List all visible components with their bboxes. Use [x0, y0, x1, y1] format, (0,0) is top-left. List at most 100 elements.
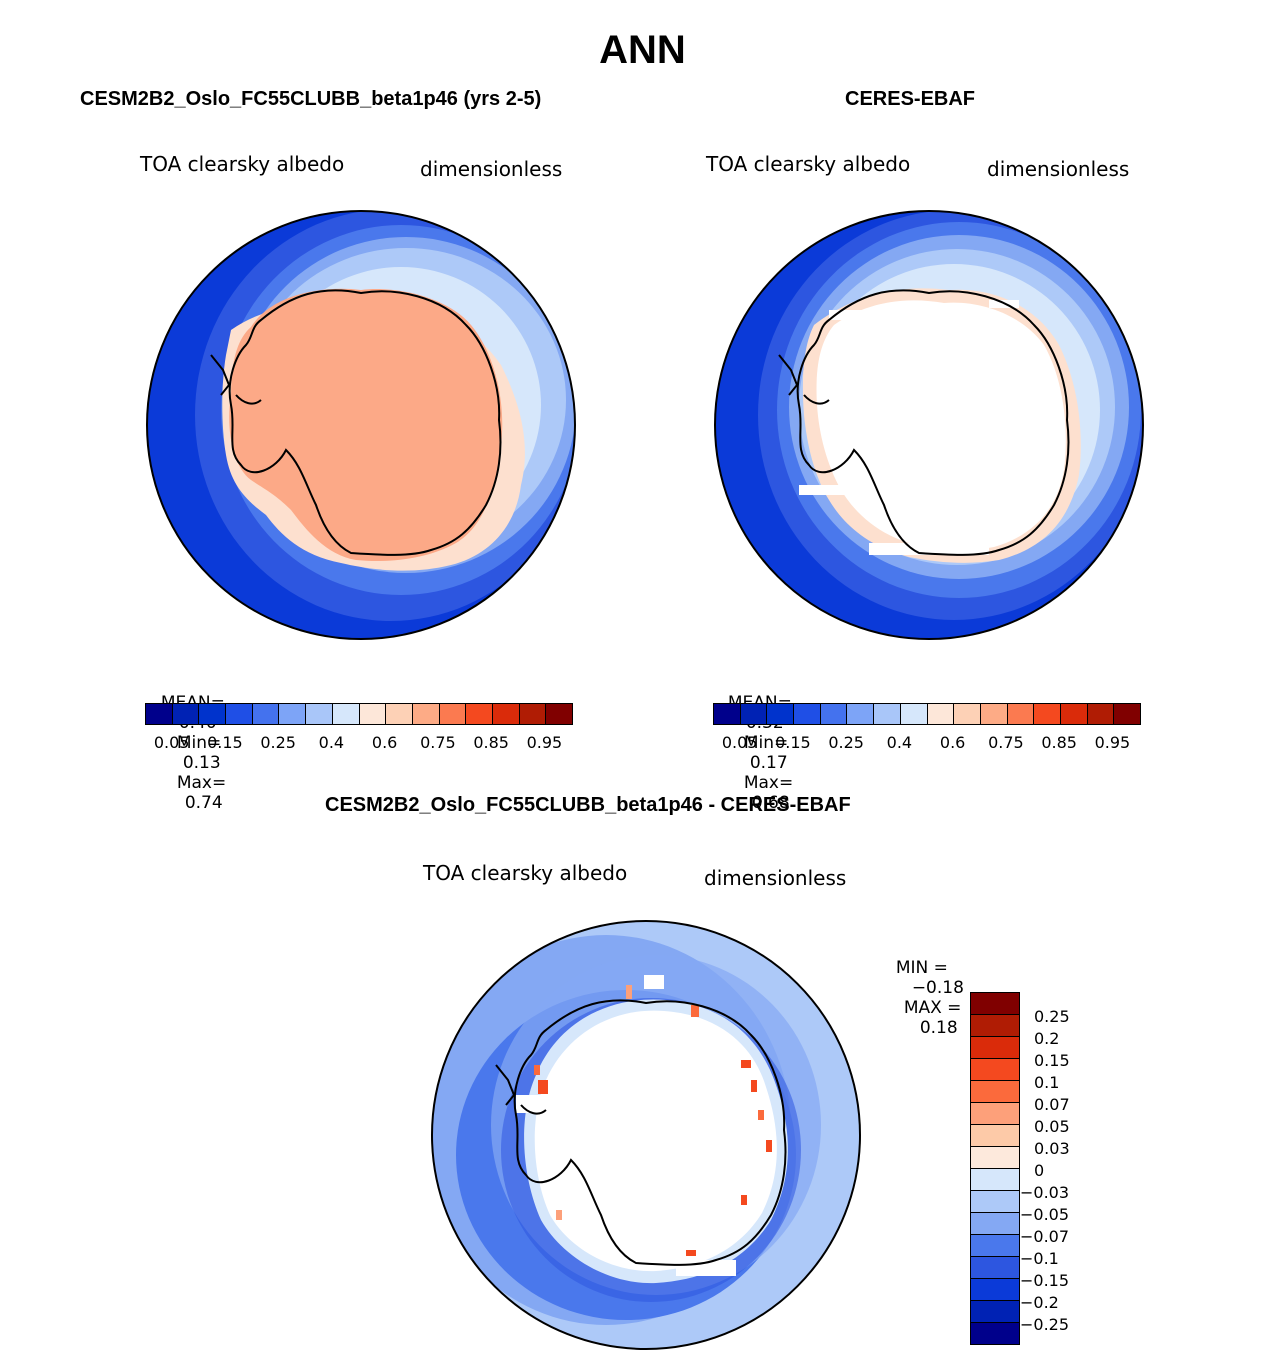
model-map-border — [146, 210, 576, 640]
obs-colorbar-tick-label: 0.4 — [886, 733, 913, 752]
model-colorbar-tick-label: 0.6 — [371, 733, 398, 752]
obs-units-label: dimensionless — [987, 157, 1130, 181]
model-colorbar-tick-label: 0.95 — [526, 733, 563, 752]
obs-colorbar-tick-label: 0.75 — [988, 733, 1024, 752]
obs-colorbar-tick-label: 0.95 — [1094, 733, 1131, 752]
obs-colorbar-swatch — [927, 704, 955, 724]
obs-colorbar-tick-label: 0.05 — [721, 733, 758, 752]
model-colorbar-swatch — [279, 704, 307, 724]
obs-colorbar-swatch — [1007, 704, 1035, 724]
diff-colorbar-ticks: 0.25 0.2 0.15 0.1 0.07 0.05 0.03 0 −0.03 −0.05 −0.… — [1020, 992, 1146, 1352]
diff-colorbar-swatch — [971, 1235, 1019, 1257]
diff-colorbar-tick-label: 0 — [1034, 1161, 1045, 1180]
diff-colorbar-tick-label: −0.05 — [1020, 1205, 1070, 1224]
diff-colorbar-swatch — [971, 1015, 1019, 1037]
obs-panel-title: CERES-EBAF — [845, 88, 976, 110]
diff-colorbar-tick-label: 0.1 — [1034, 1073, 1060, 1092]
obs-colorbar-ticks: 0.05 0.15 0.25 0.4 0.6 0.75 0.85 0.95 — [713, 733, 1139, 753]
obs-colorbar-swatch — [874, 704, 901, 724]
diff-colorbar-swatch — [971, 1257, 1019, 1279]
obs-map-border — [714, 210, 1144, 640]
diff-colorbar-tick-label: −0.15 — [1020, 1271, 1070, 1290]
diff-colorbar-swatch — [971, 1147, 1019, 1169]
obs-min-label: Min= — [743, 733, 789, 753]
model-colorbar-tick-label: 0.85 — [473, 733, 509, 752]
model-colorbar-swatch — [466, 704, 493, 724]
diff-colorbar-tick-label: 0.25 — [1034, 1007, 1070, 1026]
model-colorbar-tick-label: 0.05 — [153, 733, 190, 752]
diff-colorbar-tick-label: −0.03 — [1020, 1183, 1070, 1202]
model-colorbar-tick-label: 0.25 — [260, 733, 296, 752]
obs-colorbar-swatch — [1034, 704, 1061, 724]
model-colorbar-swatch — [519, 704, 547, 724]
diff-panel-title: CESM2B2_Oslo_FC55CLUBB_beta1p46 - CERES-… — [325, 794, 851, 816]
diff-colorbar-swatch — [971, 1323, 1019, 1344]
diff-colorbar — [970, 992, 1020, 1345]
model-colorbar-swatch — [412, 704, 440, 724]
obs-colorbar-swatch — [1114, 704, 1140, 724]
model-max-label: Max= — [176, 773, 227, 793]
obs-colorbar-swatch — [1087, 704, 1115, 724]
model-colorbar-tick-label: 0.4 — [318, 733, 345, 752]
diff-colorbar-tick-label: 0.15 — [1034, 1051, 1070, 1070]
model-min-label: Min= — [176, 733, 222, 753]
obs-colorbar-swatch — [954, 704, 981, 724]
diff-colorbar-swatch — [971, 1279, 1019, 1301]
diff-units-label: dimensionless — [704, 866, 847, 890]
model-colorbar-swatch — [439, 704, 467, 724]
model-units-label: dimensionless — [420, 157, 563, 181]
obs-max-label: Max= — [743, 773, 794, 793]
diff-variable-label: TOA clearsky albedo — [423, 861, 628, 885]
diff-colorbar-tick-label: 0.2 — [1034, 1029, 1060, 1048]
model-colorbar-swatch — [199, 704, 227, 724]
diff-colorbar-swatch — [971, 1103, 1019, 1125]
model-colorbar-swatch — [546, 704, 572, 724]
diff-map — [431, 920, 861, 1350]
model-variable-label: TOA clearsky albedo — [140, 152, 345, 176]
season-title: ANN — [599, 28, 686, 72]
obs-colorbar-swatch — [740, 704, 768, 724]
model-colorbar-swatch — [492, 704, 520, 724]
diff-colorbar-swatch — [971, 1081, 1019, 1103]
diff-colorbar-swatch — [971, 1191, 1019, 1213]
model-map — [146, 210, 576, 640]
model-colorbar-tick-label: 0.15 — [207, 733, 243, 752]
obs-colorbar — [713, 703, 1141, 725]
obs-colorbar-swatch — [980, 704, 1008, 724]
diff-map-border — [431, 920, 861, 1350]
obs-colorbar-tick-label: 0.25 — [828, 733, 864, 752]
diff-min-label: MIN = — [895, 958, 948, 978]
diff-colorbar-tick-label: 0.05 — [1034, 1117, 1070, 1136]
diff-colorbar-swatch — [971, 993, 1019, 1015]
obs-colorbar-swatch — [794, 704, 821, 724]
diff-colorbar-swatch — [971, 1213, 1019, 1235]
obs-colorbar-swatch — [767, 704, 795, 724]
obs-colorbar-tick-label: 0.6 — [939, 733, 966, 752]
model-colorbar-swatch — [172, 704, 200, 724]
model-colorbar-swatch — [332, 704, 360, 724]
diff-colorbar-tick-label: −0.2 — [1020, 1293, 1059, 1312]
obs-colorbar-swatch — [847, 704, 875, 724]
diff-colorbar-tick-label: 0.03 — [1034, 1139, 1070, 1158]
diff-colorbar-swatch — [971, 1125, 1019, 1147]
model-colorbar-swatch — [306, 704, 333, 724]
obs-max-value: 0.68 — [751, 793, 790, 813]
model-colorbar-swatch — [226, 704, 253, 724]
model-colorbar-tick-label: 0.75 — [420, 733, 456, 752]
obs-colorbar-tick-label: 0.85 — [1041, 733, 1077, 752]
diff-colorbar-swatch — [971, 1169, 1019, 1191]
model-panel-title: CESM2B2_Oslo_FC55CLUBB_beta1p46 (yrs 2-5… — [80, 88, 542, 110]
obs-colorbar-tick-label: 0.15 — [775, 733, 811, 752]
obs-colorbar-swatch — [900, 704, 928, 724]
diff-colorbar-swatch — [971, 1037, 1019, 1059]
obs-map — [714, 210, 1144, 640]
diff-colorbar-tick-label: −0.07 — [1020, 1227, 1070, 1246]
obs-min-value: 0.17 — [749, 753, 788, 773]
diff-colorbar-tick-label: −0.1 — [1020, 1249, 1059, 1268]
diff-max-value: 0.18 — [919, 1018, 958, 1038]
model-colorbar — [145, 703, 573, 725]
diff-colorbar-tick-label: 0.07 — [1034, 1095, 1070, 1114]
obs-colorbar-swatch — [1060, 704, 1088, 724]
model-colorbar-swatch — [386, 704, 413, 724]
diff-min-value: −0.18 — [911, 978, 964, 998]
